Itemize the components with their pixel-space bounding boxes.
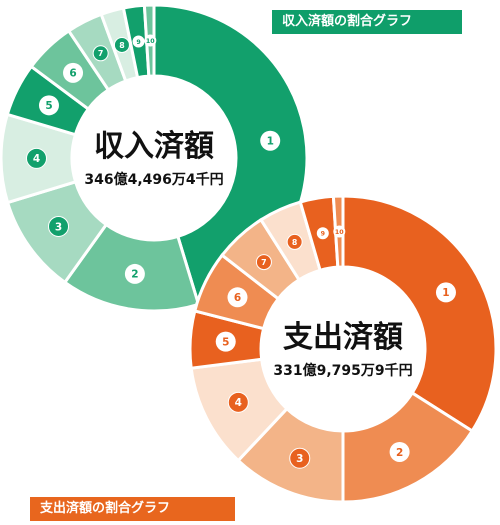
income-center (74, 78, 234, 238)
income-slice-label-9: 9 (132, 35, 145, 48)
svg-text:5: 5 (45, 100, 52, 112)
income-slice-label-1: 1 (260, 130, 281, 151)
svg-text:5: 5 (222, 336, 229, 348)
expense-title: 支出済額 (283, 320, 403, 355)
svg-text:7: 7 (261, 258, 266, 267)
svg-text:3: 3 (296, 453, 303, 465)
svg-text:4: 4 (235, 397, 242, 409)
svg-text:3: 3 (55, 221, 62, 233)
expense-slice-label-1: 1 (435, 282, 456, 303)
income-slice-label-10: 10 (144, 34, 157, 47)
expense-total-amount: 331億9,795万9千円 (273, 362, 412, 379)
expense-donut: 1 2 3 4 5 6 7 8 9 10 支出済額 331億9,795万9千円 (188, 194, 498, 504)
svg-text:9: 9 (321, 231, 325, 238)
income-slice-label-7: 7 (92, 45, 109, 62)
income-legend-label: 収入済額の割合グラフ (272, 10, 462, 34)
expense-slice-label-8: 8 (286, 233, 303, 250)
income-slice-label-6: 6 (63, 62, 84, 83)
expense-slice-label-4: 4 (227, 391, 249, 413)
svg-text:10: 10 (335, 229, 344, 236)
expense-legend-label: 支出済額の割合グラフ (30, 497, 235, 521)
svg-text:8: 8 (292, 238, 297, 247)
expense-slice-1 (341, 194, 498, 434)
income-slice-label-3: 3 (48, 215, 70, 237)
expense-slice-label-2: 2 (389, 441, 410, 462)
svg-text:7: 7 (98, 49, 103, 58)
expense-slice-label-9: 9 (316, 227, 329, 240)
svg-text:1: 1 (442, 287, 449, 299)
income-total-amount: 346億4,496万4千円 (84, 171, 223, 188)
svg-text:6: 6 (234, 292, 241, 304)
expense-center (263, 269, 423, 429)
income-title: 収入済額 (94, 129, 214, 164)
svg-text:2: 2 (131, 269, 138, 281)
income-slice-label-5: 5 (38, 95, 59, 116)
svg-text:2: 2 (396, 447, 403, 459)
svg-text:1: 1 (267, 136, 274, 148)
svg-text:9: 9 (136, 39, 140, 46)
expense-slice-label-5: 5 (215, 331, 236, 352)
svg-text:6: 6 (69, 68, 76, 80)
expense-slice-label-10: 10 (333, 225, 346, 238)
svg-text:8: 8 (119, 41, 124, 50)
income-slice-label-8: 8 (113, 36, 130, 53)
svg-text:4: 4 (33, 153, 40, 165)
expense-slice-label-6: 6 (227, 287, 248, 308)
svg-text:10: 10 (146, 38, 155, 45)
income-slice-label-4: 4 (26, 147, 48, 169)
expense-slice-label-3: 3 (289, 447, 311, 469)
income-slice-label-2: 2 (124, 263, 145, 284)
expense-slice-label-7: 7 (255, 254, 272, 271)
